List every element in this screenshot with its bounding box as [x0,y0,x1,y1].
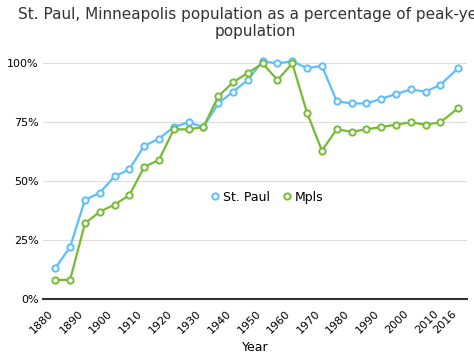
Mpls [304,111,310,115]
St. Paul [319,64,325,68]
Mpls [112,203,118,207]
Mpls [82,221,88,226]
St. Paul [141,144,147,148]
Title: St. Paul, Minneapolis population as a percentage of peak-year
population: St. Paul, Minneapolis population as a pe… [18,7,474,39]
St. Paul [408,87,414,92]
St. Paul [215,101,221,106]
Mpls [53,278,58,282]
Mpls [334,127,339,131]
Mpls [274,78,280,82]
St. Paul [349,101,355,106]
Mpls [364,127,369,131]
St. Paul [334,99,339,103]
St. Paul [423,90,428,94]
Mpls [201,125,206,129]
St. Paul [304,66,310,70]
Mpls [393,122,399,127]
Line: St. Paul: St. Paul [52,58,461,271]
St. Paul [156,136,162,141]
Mpls [67,278,73,282]
Legend: St. Paul, Mpls: St. Paul, Mpls [208,186,328,209]
Mpls [141,165,147,169]
St. Paul [290,59,295,63]
St. Paul [97,191,102,195]
Mpls [186,127,191,131]
St. Paul [230,90,236,94]
Mpls [319,148,325,153]
Mpls [171,127,177,131]
St. Paul [274,61,280,66]
St. Paul [82,198,88,202]
St. Paul [456,66,461,70]
Mpls [408,120,414,125]
Mpls [156,158,162,162]
Mpls [127,193,132,197]
St. Paul [67,245,73,249]
Mpls [260,61,265,66]
Mpls [230,80,236,84]
St. Paul [186,120,191,125]
St. Paul [53,266,58,270]
St. Paul [364,101,369,106]
Mpls [97,209,102,214]
St. Paul [201,125,206,129]
Mpls [349,130,355,134]
Mpls [423,122,428,127]
St. Paul [378,97,384,101]
Mpls [456,106,461,110]
Mpls [438,120,443,125]
St. Paul [171,125,177,129]
St. Paul [127,167,132,171]
Mpls [245,71,251,75]
St. Paul [112,174,118,179]
Mpls [215,94,221,99]
St. Paul [260,59,265,63]
St. Paul [438,83,443,87]
X-axis label: Year: Year [242,341,269,354]
Mpls [290,61,295,66]
Mpls [378,125,384,129]
Line: Mpls: Mpls [52,60,461,283]
St. Paul [245,78,251,82]
St. Paul [393,92,399,96]
